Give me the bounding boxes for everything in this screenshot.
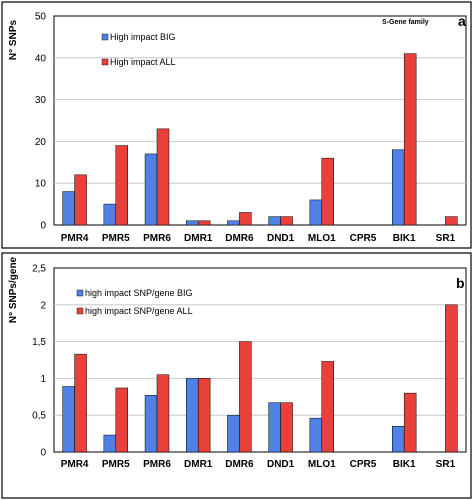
x-category-label: PMR5 [102,233,130,244]
bar-big-dnd1 [268,402,281,453]
legend-entry: High impact BIG [110,32,176,42]
bar-all-dnd1 [280,402,293,453]
y-tick-label: 1 [40,374,46,385]
bar-all-mlo1 [321,157,334,226]
y-tick-label: 30 [35,95,47,106]
legend-swatch [101,58,109,66]
x-category-label: PMR6 [143,233,171,244]
y-tick-label: 2 [40,300,46,311]
bar-big-pmr5 [103,203,117,226]
chart-panel-a: 0 10 20 30 40 50 PMR4 PMR5 PMR6 DMR1 DMR6 DND1 MLO1 C… [1,1,472,249]
x-category-label: PMR4 [61,459,89,470]
x-category-label: DND1 [267,233,295,244]
x-category-label: PMR6 [143,459,171,470]
bar-all-dmr1 [197,378,211,453]
bar-big-dmr6 [227,220,240,226]
panel-letter: b [456,275,465,291]
bar-big-pmr6 [144,153,158,226]
bar-big-pmr4 [62,386,75,453]
x-category-label: BIK1 [393,459,416,470]
bar-big-pmr4 [62,191,75,226]
bar-all-bik1 [403,53,417,226]
x-category-label: MLO1 [308,233,336,244]
bar-all-dmr1 [197,220,211,226]
bar-big-bik1 [392,425,405,453]
bar-all-pmr5 [115,387,128,453]
bar-big-pmr5 [103,434,117,453]
bar-all-pmr6 [156,374,170,453]
legend-entry: high impact SNP/gene ALL [85,306,193,316]
bar-big-dmr1 [186,378,199,453]
bar-all-bik1 [403,392,417,453]
y-tick-label: 0,5 [32,411,46,422]
x-category-label: SR1 [436,233,456,244]
bar-all-pmr4 [74,353,87,453]
y-tick-label: 20 [35,137,47,148]
legend-entry: High impact ALL [110,57,176,67]
bar-big-pmr6 [144,395,158,453]
x-category-label: DND1 [267,459,295,470]
bar-all-dmr6 [239,341,252,453]
bar-all-dnd1 [280,216,293,226]
chart-panel-b: 0 0,5 1 1,5 2 2,5 PMR4 PMR5 PMR6 DMR1 DMR6 DND1 MLO1… [1,252,472,499]
x-category-label: CPR5 [350,233,377,244]
y-tick-label: 1,5 [32,337,46,348]
bar-big-dmr6 [227,414,240,453]
x-category-label: PMR5 [102,459,130,470]
chart-title: S-Gene family [382,19,429,26]
x-category-label: DMR1 [184,459,213,470]
bar-big-dnd1 [268,216,281,226]
x-category-label: DMR6 [225,459,254,470]
y-tick-label: 40 [35,53,47,64]
legend-swatch [101,33,109,41]
y-tick-label: 10 [35,179,47,190]
x-category-label: PMR4 [61,233,89,244]
bar-all-pmr4 [74,174,87,226]
x-category-label: CPR5 [350,459,377,470]
y-tick-label: 0 [40,448,46,459]
legend-swatch [76,289,84,297]
y-axis-title: N° SNPs [8,20,19,61]
legend-entry: high impact SNP/gene BIG [85,288,193,298]
y-tick-label: 2,5 [32,264,46,275]
y-tick-label: 0 [40,221,46,232]
legend-swatch [76,307,84,315]
bar-all-dmr6 [239,212,252,226]
bar-all-pmr5 [115,145,128,226]
y-axis-title: N° SNPs/gene [8,256,19,323]
x-category-label: DMR6 [225,233,254,244]
bar-all-mlo1 [321,361,334,453]
bar-big-dmr1 [186,220,199,226]
bar-big-mlo1 [309,199,323,226]
x-category-label: DMR1 [184,233,213,244]
x-category-label: BIK1 [393,233,416,244]
x-category-label: MLO1 [308,459,336,470]
bar-all-sr1 [445,304,458,453]
bar-big-mlo1 [309,417,323,453]
x-category-label: SR1 [436,459,456,470]
panel-letter: a [458,13,466,29]
bar-big-bik1 [392,149,405,226]
y-tick-label: 50 [35,12,47,23]
bar-all-sr1 [445,216,458,226]
bar-all-pmr6 [156,128,170,226]
